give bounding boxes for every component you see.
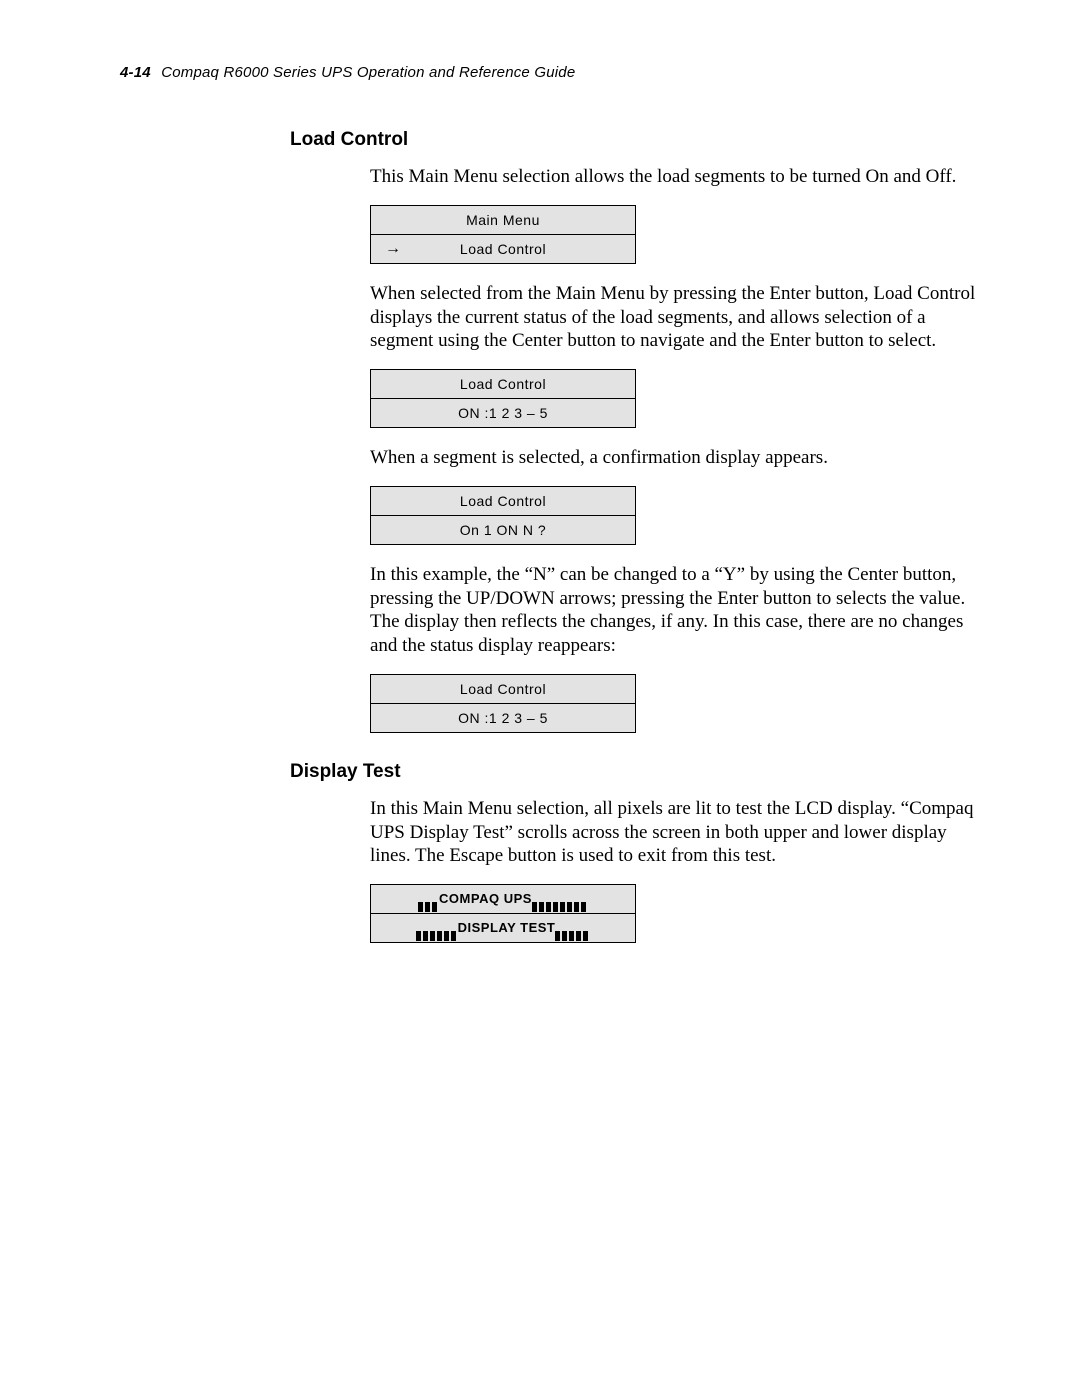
lcd-row: Main Menu — [371, 206, 635, 234]
lcd-row: ON :1 2 3 – 5 — [371, 398, 635, 427]
lcd-row: ON :1 2 3 – 5 — [371, 703, 635, 732]
running-header: 4-14 Compaq R6000 Series UPS Operation a… — [120, 64, 980, 81]
paragraph: In this example, the “N” can be changed … — [370, 563, 980, 658]
lcd-load-status-after: Load Control ON :1 2 3 – 5 — [370, 674, 636, 733]
block-fill-icon — [555, 923, 590, 933]
arrow-right-icon: → — [385, 235, 402, 263]
lcd-row: DISPLAY TEST — [371, 913, 635, 942]
lcd-row: Load Control — [371, 370, 635, 398]
paragraph: When selected from the Main Menu by pres… — [370, 282, 980, 353]
lcd-text: DISPLAY TEST — [458, 920, 556, 935]
lcd-confirm: Load Control On 1 ON N ? — [370, 486, 636, 545]
lcd-load-status: Load Control ON :1 2 3 – 5 — [370, 369, 636, 428]
paragraph: When a segment is selected, a confirmati… — [370, 446, 980, 470]
lcd-row: → Load Control — [371, 234, 635, 263]
lcd-row: COMPAQ UPS — [371, 885, 635, 913]
lcd-text: COMPAQ UPS — [439, 891, 532, 906]
paragraph: In this Main Menu selection, all pixels … — [370, 797, 980, 868]
lcd-row: Load Control — [371, 487, 635, 515]
block-fill-icon — [418, 894, 439, 904]
lcd-text: Load Control — [460, 241, 546, 257]
lcd-display-test: COMPAQ UPS DISPLAY TEST — [370, 884, 636, 943]
heading-display-test: Display Test — [290, 761, 980, 783]
lcd-main-menu: Main Menu → Load Control — [370, 205, 636, 264]
block-fill-icon — [532, 894, 588, 904]
heading-load-control: Load Control — [290, 129, 980, 151]
page: 4-14 Compaq R6000 Series UPS Operation a… — [0, 0, 1080, 1397]
lcd-row: Load Control — [371, 675, 635, 703]
paragraph: This Main Menu selection allows the load… — [370, 165, 980, 189]
page-number: 4-14 — [120, 64, 151, 81]
header-title: Compaq R6000 Series UPS Operation and Re… — [161, 64, 575, 81]
lcd-row: On 1 ON N ? — [371, 515, 635, 544]
block-fill-icon — [416, 923, 458, 933]
